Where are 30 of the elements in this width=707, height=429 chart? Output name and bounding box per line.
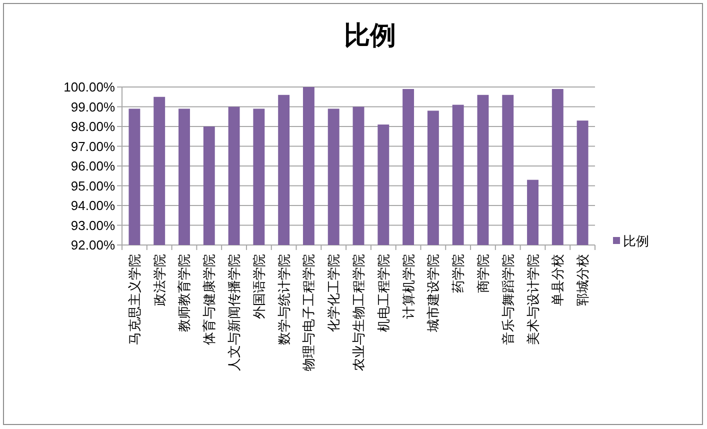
chart-title: 比例	[344, 20, 396, 50]
x-tick-label: 美术与设计学院	[525, 254, 540, 345]
y-tick-label: 99.00%	[70, 99, 116, 114]
x-tick-label: 马克思主义学院	[126, 254, 142, 345]
legend-label: 比例	[623, 234, 649, 248]
x-tick-label: 外国语学院	[251, 254, 266, 319]
y-tick-label: 96.00%	[70, 158, 116, 174]
y-tick-label: 97.00%	[70, 138, 116, 154]
x-tick-label: 药学院	[450, 254, 466, 293]
x-tick-label: 农业与生物工程学院	[351, 254, 366, 371]
x-tick-label: 机电工程学院	[376, 254, 391, 332]
x-tick-label: 数学与统计学院	[276, 254, 292, 345]
x-tick-label: 郓城分校	[575, 254, 590, 306]
x-tick-label: 商学院	[475, 254, 490, 293]
x-tick-label: 物理与电子工程学院	[301, 254, 316, 371]
y-tick-label: 100.00%	[64, 80, 116, 94]
x-tick-label: 化学化工学院	[326, 254, 342, 332]
x-tick-label: 政法学院	[152, 254, 167, 306]
y-tick-label: 94.00%	[70, 198, 116, 213]
y-tick-label: 93.00%	[70, 218, 116, 233]
x-tick-label: 单县分校	[550, 254, 566, 306]
x-tick-label: 体育与健康学院	[202, 254, 217, 345]
x-tick-label: 计算机学院	[400, 254, 416, 319]
x-tick-label: 城市建设学院	[426, 254, 441, 333]
x-tick-label: 音乐与舞蹈学院	[500, 254, 516, 345]
y-tick-label: 95.00%	[70, 178, 116, 194]
x-tick-label: 人文与新闻传播学院	[226, 254, 242, 371]
y-tick-label: 92.00%	[70, 238, 116, 252]
y-tick-label: 98.00%	[70, 119, 116, 134]
x-tick-label: 教师教育学院	[176, 254, 192, 332]
